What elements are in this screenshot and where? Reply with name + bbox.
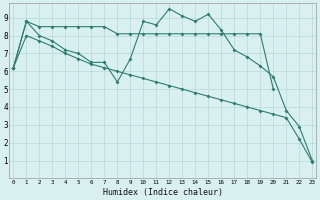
X-axis label: Humidex (Indice chaleur): Humidex (Indice chaleur) (103, 188, 223, 197)
